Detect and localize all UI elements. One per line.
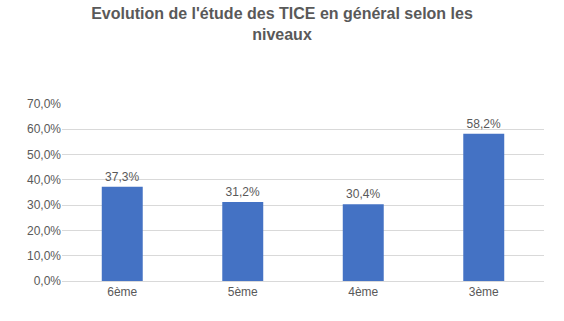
svg-text:20,0%: 20,0% xyxy=(27,224,61,238)
svg-text:58,2%: 58,2% xyxy=(467,117,501,131)
svg-text:31,2%: 31,2% xyxy=(226,185,260,199)
svg-text:40,0%: 40,0% xyxy=(27,173,61,187)
svg-text:10,0%: 10,0% xyxy=(27,249,61,263)
svg-text:50,0%: 50,0% xyxy=(27,148,61,162)
svg-text:70,0%: 70,0% xyxy=(27,97,61,111)
svg-text:30,4%: 30,4% xyxy=(346,187,380,201)
svg-text:5ème: 5ème xyxy=(228,285,258,299)
svg-text:Evolution de l'étude des TICE: Evolution de l'étude des TICE en général… xyxy=(91,5,473,43)
svg-text:30,0%: 30,0% xyxy=(27,198,61,212)
svg-text:6ème: 6ème xyxy=(107,285,137,299)
svg-text:37,3%: 37,3% xyxy=(105,170,139,184)
svg-text:60,0%: 60,0% xyxy=(27,122,61,136)
svg-text:0,0%: 0,0% xyxy=(34,274,62,288)
svg-text:4ème: 4ème xyxy=(348,285,378,299)
svg-text:3ème: 3ème xyxy=(469,285,499,299)
